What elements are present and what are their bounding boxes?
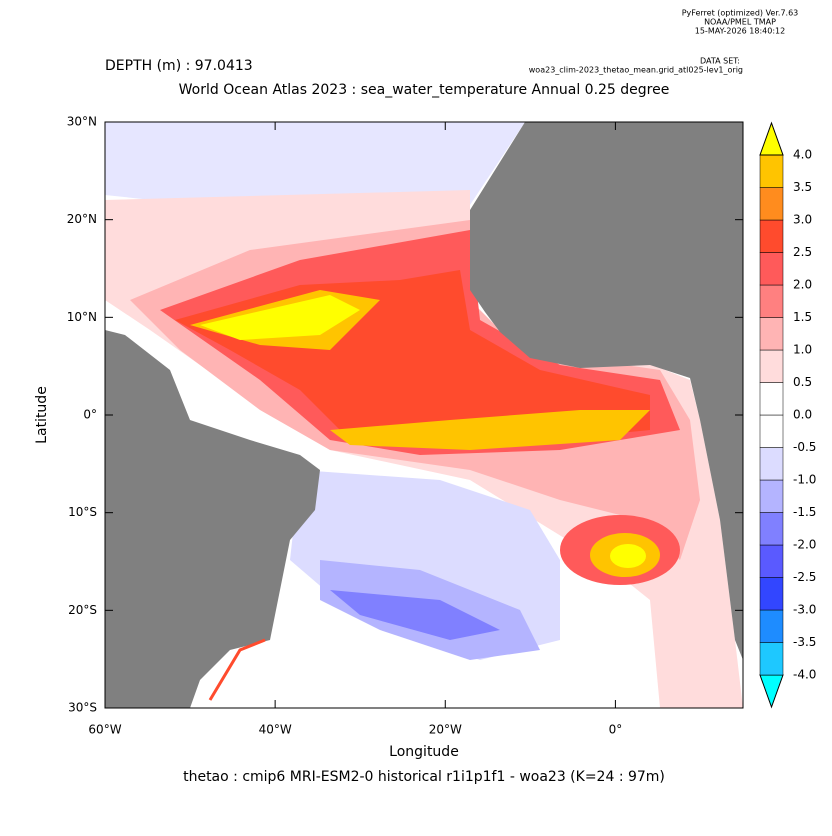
x-axis-label: Longitude (389, 744, 459, 760)
y-tick-label: 10°N (67, 310, 97, 324)
x-tick-label: 40°W (259, 723, 292, 737)
colorbar-label: 2.0 (793, 278, 812, 292)
colorbar-box (759, 544, 784, 578)
colorbar-box (759, 382, 784, 416)
colorbar-label: 0.5 (793, 375, 812, 389)
colorbar-box (759, 154, 784, 188)
colorbar-box (759, 187, 784, 221)
colorbar-extend (759, 121, 784, 156)
y-tick-label: 0° (83, 408, 97, 422)
colorbar-box (759, 219, 784, 253)
colorbar-box (759, 414, 784, 448)
colorbar-label: 3.5 (793, 180, 812, 194)
dataset: woa23_clim-2023_thetao_mean.grid_atl025-… (529, 66, 743, 75)
colorbar-label: 1.5 (793, 310, 812, 324)
colorbar-label: 0.0 (793, 408, 812, 422)
map-field (105, 122, 743, 708)
y-tick-label: 20°N (67, 212, 97, 226)
y-tick-label: 30°S (68, 701, 97, 715)
y-tick-label: 10°S (68, 505, 97, 519)
colorbar-label: -2.5 (793, 570, 816, 584)
colorbar-box (759, 479, 784, 513)
header-line: PyFerret (optimized) Ver.7.63 (682, 9, 799, 18)
colorbar-label: -4.0 (793, 668, 816, 682)
colorbar-label: -1.0 (793, 473, 816, 487)
x-tick-label: 60°W (88, 723, 121, 737)
colorbar-label: -0.5 (793, 440, 816, 454)
colorbar-box (759, 512, 784, 546)
colorbar-extend (759, 674, 784, 709)
y-axis-label: Latitude (34, 386, 50, 444)
chart-title: World Ocean Atlas 2023 : sea_water_tempe… (179, 82, 670, 98)
colorbar-box (759, 642, 784, 676)
colorbar-box (759, 349, 784, 383)
colorbar-label: 1.0 (793, 343, 812, 357)
x-tick-label: 0° (609, 723, 623, 737)
colorbar-label: 2.5 (793, 245, 812, 259)
colorbar-label: 4.0 (793, 148, 812, 162)
x-tick-label: 20°W (429, 723, 462, 737)
colorbar-label: 3.0 (793, 213, 812, 227)
colorbar-label: -2.0 (793, 538, 816, 552)
colorbar-box (759, 577, 784, 611)
colorbar-box (759, 447, 784, 481)
colorbar-box (759, 609, 784, 643)
header-line: 15-MAY-2026 18:40:12 (695, 27, 785, 36)
depth-label: DEPTH (m) : 97.0413 (105, 58, 253, 74)
colorbar-box (759, 284, 784, 318)
colorbar-label: -3.5 (793, 635, 816, 649)
colorbar-box (759, 252, 784, 286)
dataset-label: DATA SET: (700, 57, 740, 66)
colorbar-box (759, 317, 784, 351)
caption: thetao : cmip6 MRI-ESM2-0 historical r1i… (183, 769, 665, 785)
y-tick-label: 30°N (67, 115, 97, 129)
colorbar-label: -3.0 (793, 603, 816, 617)
colorbar-label: -1.5 (793, 505, 816, 519)
y-tick-label: 20°S (68, 603, 97, 617)
header-line: NOAA/PMEL TMAP (704, 18, 776, 27)
